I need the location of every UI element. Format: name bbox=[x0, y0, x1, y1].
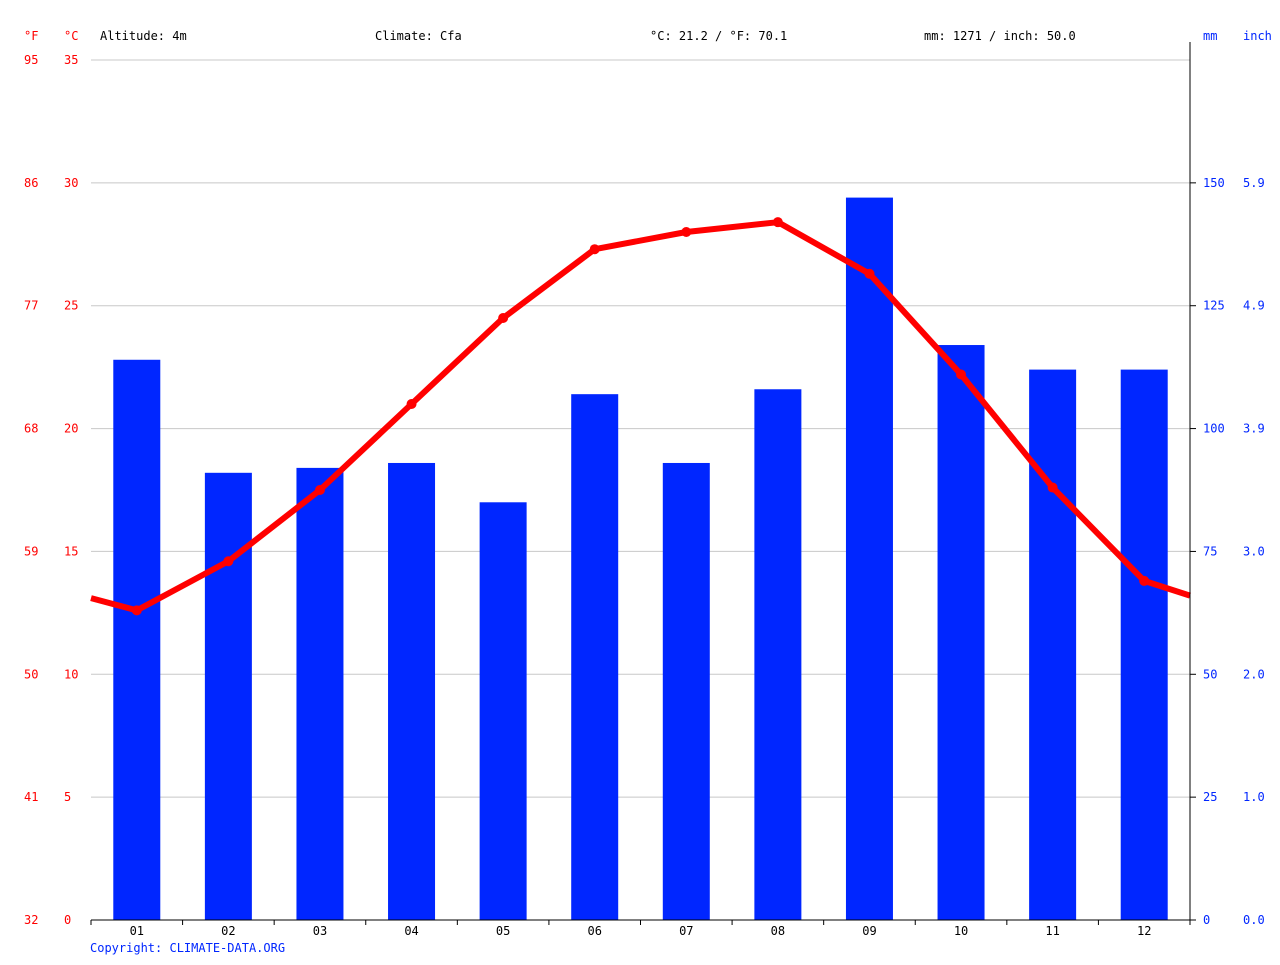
temperature-line bbox=[90, 217, 1191, 616]
precip-bar-02 bbox=[204, 472, 252, 920]
temp-point-07 bbox=[681, 227, 692, 237]
precip-bar-09 bbox=[845, 197, 893, 921]
precip-bar-11 bbox=[1029, 369, 1077, 921]
precip-bar-10 bbox=[937, 345, 985, 920]
tick-label-inch-1.0: 1.0 bbox=[1243, 790, 1265, 804]
unit-celsius-label: °C bbox=[64, 29, 78, 43]
tick-label-celsius-30: 30 bbox=[64, 176, 78, 190]
precipitation-bars bbox=[113, 197, 1168, 921]
tick-label-inch-3.0: 3.0 bbox=[1243, 544, 1265, 558]
x-tick-label-02: 02 bbox=[221, 924, 235, 938]
temp-point-12 bbox=[1139, 575, 1150, 586]
temperature-summary: °C: 21.2 / °F: 70.1 bbox=[650, 29, 787, 43]
temp-point-04 bbox=[406, 399, 417, 409]
precip-bar-01 bbox=[113, 359, 161, 920]
temp-point-02 bbox=[223, 556, 234, 567]
tick-label-inch-2.0: 2.0 bbox=[1243, 667, 1265, 681]
axis-labels: 32 0 41 5 50 10 59 15 68 20 77 25 86 30 95 35 0 0.0 25 1.0 5… bbox=[24, 53, 1265, 938]
x-tick-label-05: 05 bbox=[496, 924, 510, 938]
tick-label-mm-150: 150 bbox=[1203, 176, 1225, 190]
copyright-link[interactable]: Copyright: CLIMATE-DATA.ORG bbox=[90, 941, 285, 955]
unit-mm-label: mm bbox=[1203, 29, 1217, 43]
precip-bar-05 bbox=[479, 502, 527, 920]
precip-bar-07 bbox=[662, 462, 710, 920]
tick-label-fahrenheit-32: 32 bbox=[24, 913, 38, 927]
x-tick-label-12: 12 bbox=[1137, 924, 1151, 938]
tick-label-mm-50: 50 bbox=[1203, 667, 1217, 681]
x-tick-label-10: 10 bbox=[954, 924, 968, 938]
tick-label-fahrenheit-59: 59 bbox=[24, 544, 38, 558]
x-tick-label-07: 07 bbox=[679, 924, 693, 938]
tick-label-inch-3.9: 3.9 bbox=[1243, 422, 1265, 436]
temp-point-08 bbox=[772, 217, 783, 228]
tick-label-celsius-35: 35 bbox=[64, 53, 78, 67]
precipitation-summary: mm: 1271 / inch: 50.0 bbox=[924, 29, 1076, 43]
temp-point-10 bbox=[956, 369, 967, 380]
tick-label-fahrenheit-86: 86 bbox=[24, 176, 38, 190]
axes bbox=[90, 42, 1196, 925]
tick-label-fahrenheit-68: 68 bbox=[24, 422, 38, 436]
x-tick-label-01: 01 bbox=[130, 924, 144, 938]
x-tick-label-06: 06 bbox=[587, 924, 601, 938]
tick-label-celsius-20: 20 bbox=[64, 422, 78, 436]
tick-label-celsius-25: 25 bbox=[64, 299, 78, 313]
tick-label-mm-75: 75 bbox=[1203, 544, 1217, 558]
tick-label-celsius-10: 10 bbox=[64, 667, 78, 681]
climate-label: Climate: Cfa bbox=[375, 29, 462, 43]
temperature-polyline bbox=[90, 219, 1191, 614]
altitude-label: Altitude: 4m bbox=[100, 29, 187, 43]
temp-point-09 bbox=[864, 268, 875, 279]
unit-inch-label: inch bbox=[1243, 29, 1272, 43]
tick-label-mm-25: 25 bbox=[1203, 790, 1217, 804]
tick-label-celsius-5: 5 bbox=[64, 790, 71, 804]
tick-label-fahrenheit-77: 77 bbox=[24, 299, 38, 313]
temp-point-05 bbox=[498, 313, 509, 323]
unit-fahrenheit-label: °F bbox=[24, 29, 38, 43]
tick-label-inch-0.0: 0.0 bbox=[1243, 913, 1265, 927]
temp-point-01 bbox=[131, 605, 142, 616]
tick-label-celsius-15: 15 bbox=[64, 544, 78, 558]
temp-point-03 bbox=[314, 485, 325, 495]
x-tick-label-09: 09 bbox=[862, 924, 876, 938]
temp-point-06 bbox=[589, 244, 600, 255]
grid-lines bbox=[91, 59, 1190, 798]
tick-label-mm-0: 0 bbox=[1203, 913, 1210, 927]
tick-label-fahrenheit-41: 41 bbox=[24, 790, 38, 804]
precip-bar-03 bbox=[296, 467, 344, 920]
tick-label-inch-4.9: 4.9 bbox=[1243, 299, 1265, 313]
precip-bar-08 bbox=[754, 389, 802, 920]
tick-label-fahrenheit-50: 50 bbox=[24, 667, 38, 681]
x-tick-label-04: 04 bbox=[404, 924, 418, 938]
precip-bar-06 bbox=[571, 394, 619, 921]
tick-label-inch-5.9: 5.9 bbox=[1243, 176, 1265, 190]
temp-point-11 bbox=[1047, 482, 1058, 493]
tick-label-fahrenheit-95: 95 bbox=[24, 53, 38, 67]
x-tick-label-03: 03 bbox=[313, 924, 327, 938]
x-tick-label-11: 11 bbox=[1045, 924, 1059, 938]
tick-label-celsius-0: 0 bbox=[64, 913, 71, 927]
precip-bar-12 bbox=[1120, 369, 1168, 921]
tick-label-mm-125: 125 bbox=[1203, 299, 1225, 313]
precip-bar-04 bbox=[388, 462, 436, 920]
x-tick-label-08: 08 bbox=[771, 924, 785, 938]
tick-label-mm-100: 100 bbox=[1203, 422, 1225, 436]
